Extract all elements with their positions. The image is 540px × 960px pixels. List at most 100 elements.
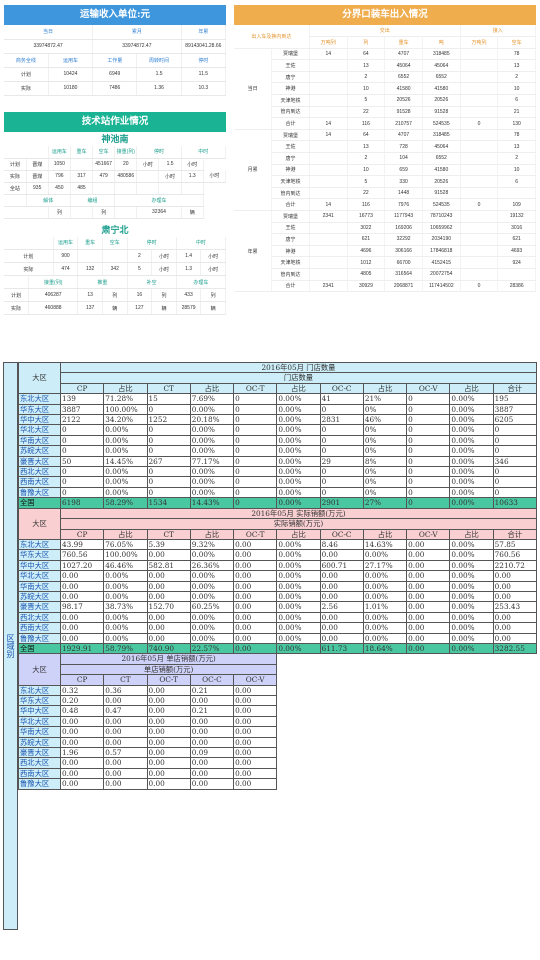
table-cell: 0.00 bbox=[406, 611, 451, 624]
subtitle-row: 门店数量 bbox=[19, 372, 537, 384]
table-row: 华东大区 0.20 0.00 0.00 0.00 0.00 bbox=[18, 694, 537, 707]
table-cell: 474 bbox=[53, 262, 79, 276]
table-cell: 小时 bbox=[200, 249, 226, 263]
column-header: OC-V bbox=[406, 382, 451, 395]
table-row: 华北大区 0.00 0.00% 0.00 0.00% 0.00 0.00% 0.00 0.00%… bbox=[18, 570, 538, 582]
table-cell: 0 bbox=[460, 198, 499, 211]
table-cell: 6949 bbox=[92, 67, 138, 82]
table-cell: 2 bbox=[127, 249, 153, 263]
region-name: 西南大区 bbox=[18, 767, 61, 780]
table-row: 神港 10 659 41580 10 bbox=[234, 164, 536, 177]
table-cell: 7976 bbox=[384, 198, 423, 211]
region-name: 西南大区 bbox=[18, 476, 61, 488]
total-cell: 0 bbox=[233, 497, 278, 509]
table-cell: 41580 bbox=[422, 82, 461, 96]
total-cell: 18.64% bbox=[362, 642, 408, 655]
subtitle-row: 单店销额(万元) bbox=[19, 663, 537, 676]
table-cell: 0 bbox=[492, 486, 538, 499]
table-cell: 0.00 bbox=[233, 611, 278, 624]
total-cell: 0.00% bbox=[276, 642, 321, 655]
table-cell: 0.00% bbox=[276, 434, 321, 447]
region-name: 豪晋大区 bbox=[18, 601, 61, 613]
region-name: 东北大区 bbox=[18, 538, 61, 551]
table-cell: 0.00 bbox=[189, 778, 235, 790]
table-cell: 实际 bbox=[4, 81, 49, 96]
table-cell: 26.36% bbox=[189, 559, 235, 572]
block-label: 月累 bbox=[234, 129, 273, 212]
table-cell: 列 bbox=[200, 288, 226, 302]
table-cell: 0.00% bbox=[449, 570, 494, 582]
table-cell: 46% bbox=[362, 414, 408, 426]
table-cell: 0.00 bbox=[146, 726, 191, 738]
total-cell: 740.90 bbox=[146, 642, 191, 655]
table-cell: 小时 bbox=[181, 158, 204, 171]
table-cell: 2034190 bbox=[422, 233, 461, 246]
table-cell: 346 bbox=[492, 455, 538, 468]
table-row: 华中大区 1027.20 46.46% 582.81 26.36% 0.00 0.00% 60… bbox=[18, 559, 538, 572]
table-cell: 列 bbox=[151, 288, 177, 302]
table-row: 33974872.47 33974872.47 89143041.28.66 bbox=[4, 39, 227, 54]
table-cell: 0.00 bbox=[146, 767, 191, 780]
total-cell: 0 bbox=[406, 497, 451, 509]
table-cell: 0.00 bbox=[146, 632, 191, 644]
table-cell: 0 bbox=[59, 476, 105, 488]
table-cell: 天津地铁 bbox=[271, 256, 310, 269]
table-cell: 计划 bbox=[4, 249, 54, 263]
table-row: 神港 10 41580 41580 10 bbox=[234, 82, 536, 96]
table-cell: 王佐 bbox=[271, 222, 310, 235]
border-port-table: 出入车及换内到达 交出 接入 万吨列列重车吨万吨列 空车 当日 贾瑞堡 14 64 4707 318… bbox=[234, 25, 537, 293]
table-cell: 0 bbox=[146, 434, 191, 447]
table-cell: 760.56 bbox=[59, 549, 105, 561]
table-cell: 0.00 bbox=[406, 601, 451, 613]
table-cell: 0.00% bbox=[189, 424, 235, 436]
column-header: CP bbox=[59, 528, 105, 540]
table-cell: 132 bbox=[77, 262, 103, 276]
table-cell: 0.00% bbox=[189, 590, 235, 603]
table-cell: 728 bbox=[384, 140, 423, 154]
column-header: 合计 bbox=[492, 528, 538, 540]
table-row: 华中大区 0.48 0.47 0.00 0.21 0.00 bbox=[18, 705, 537, 717]
table-cell: 0 bbox=[233, 393, 278, 405]
table-cell bbox=[460, 152, 499, 165]
table-cell: 贾瑞堡 bbox=[271, 210, 310, 223]
table-cell: 924 bbox=[497, 256, 536, 269]
column-header: 办理车 bbox=[176, 275, 227, 289]
region-name: 东北大区 bbox=[18, 684, 61, 697]
table-cell: 100.00% bbox=[103, 549, 148, 561]
table-cell bbox=[136, 170, 160, 183]
table-cell: 116 bbox=[347, 117, 386, 130]
table-cell: 0.00% bbox=[276, 476, 321, 488]
region-header: 大区 bbox=[18, 653, 61, 686]
table-row: 苏皖大区 0.00 0.00% 0.00 0.00% 0.00 0.00% 0.00 0.00%… bbox=[18, 590, 538, 603]
table-cell: 0.00% bbox=[449, 559, 494, 572]
table-cell: 0.00 bbox=[319, 632, 364, 644]
column-header: 占比 bbox=[189, 528, 235, 540]
table-cell: 6552 bbox=[422, 152, 461, 165]
table-cell: 0.00 bbox=[319, 590, 364, 603]
table-cell: 合计 bbox=[271, 280, 310, 293]
table-cell: 实际 bbox=[4, 262, 54, 276]
table-cell: 0.00 bbox=[319, 549, 364, 561]
column-header: OC-C bbox=[319, 528, 364, 540]
table-cell: 0 bbox=[233, 476, 278, 488]
table-cell: 6552 bbox=[384, 71, 423, 84]
table-cell: 0.00 bbox=[492, 622, 538, 634]
table-cell: 计划 bbox=[4, 288, 30, 302]
table-cell: 0 bbox=[146, 445, 191, 457]
table-cell: 0.00 bbox=[189, 767, 235, 780]
table-row: 神港 4696 306166 17846818 4693 bbox=[234, 245, 536, 258]
table-cell: 485 bbox=[70, 182, 94, 195]
table-cell: 316564 bbox=[384, 268, 423, 281]
table-cell: 127 bbox=[127, 301, 153, 315]
column-header: 年累 bbox=[181, 25, 227, 40]
table-cell bbox=[158, 182, 182, 195]
table-cell: 0.00 bbox=[146, 684, 191, 697]
table-cell: 0.00 bbox=[319, 611, 364, 624]
table-cell: 0.00 bbox=[146, 715, 191, 728]
column-header: 占比 bbox=[449, 382, 494, 395]
table-cell: 2122 bbox=[59, 414, 105, 426]
table-cell: 0.21 bbox=[189, 705, 235, 717]
table-cell: 14 bbox=[309, 129, 348, 142]
table-cell: 0 bbox=[233, 455, 278, 468]
table-cell: 22 bbox=[347, 106, 386, 119]
